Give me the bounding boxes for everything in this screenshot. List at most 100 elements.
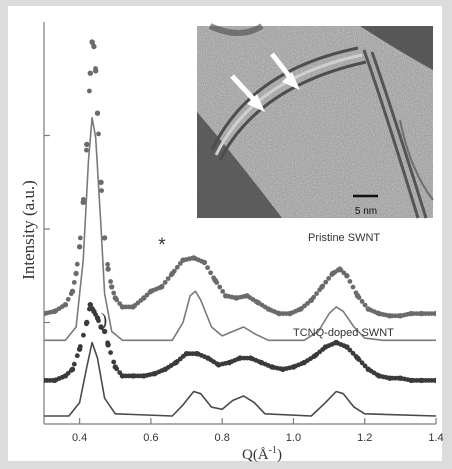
pristine-data-point [111,290,117,296]
x-tick-label: 1.0 [286,432,301,444]
doped-data-point [84,321,89,327]
doped-data-point [93,312,98,317]
tem-inset-image [197,23,434,219]
arrow-icon [230,74,265,112]
pristine-data-point [356,295,362,300]
pristine-data-point [362,302,368,308]
pristine-data-point [84,141,90,148]
doped-data-point [77,344,83,349]
pristine-data-point [94,110,101,116]
doped-data-point [105,340,110,346]
pristine-data-point [323,279,329,285]
pristine-data-point [76,244,83,250]
pristine-data-point [344,273,350,279]
pristine-data-point [208,270,214,276]
pristine-data-point [350,284,356,290]
pristine-data-point [220,289,226,294]
arrow-icon [270,52,300,90]
x-axis-label: Q(Å-1) [242,445,282,463]
doped-data-point [111,359,117,365]
pristine-data-point [109,284,115,290]
pristine-data-point [353,290,359,296]
doped-data-point [362,363,368,369]
doped-data-point [356,357,362,362]
pristine-data-point [214,280,220,285]
pristine-data-point [87,70,94,76]
pristine-data-point [165,276,171,281]
pristine-data-point [359,299,365,304]
pristine-data-point [338,267,344,273]
bracket-marker: ) [101,310,107,331]
pristine-data-point [217,284,223,290]
x-axis-label-close: ) [277,447,282,463]
pristine-fit-line [44,116,436,342]
pristine-data-point [314,291,319,296]
pristine-data-point [171,268,177,274]
doped-data-point [432,378,436,383]
pristine-data-point [159,283,165,289]
doped-data-point [114,366,120,372]
pristine-data-point [108,279,113,284]
pristine-data-point [326,276,332,281]
pristine-data-point [114,297,120,303]
pristine-data-point [87,88,92,94]
x-tick-label: 0.8 [215,432,230,444]
pristine-data-point [168,272,174,278]
doped-data-point [99,325,104,330]
pristine-data-point [341,270,347,276]
pristine-data-point [205,265,211,271]
doped-data-point [350,350,356,356]
pristine-data-point [320,283,326,289]
pristine-data-point [162,280,168,285]
pristine-label: Pristine SWNT [308,232,380,244]
pristine-data-point [347,279,353,284]
x-axis-label-sup: -1 [269,445,277,456]
doped-data-point [96,318,101,324]
scale-bar-label: 5 nm [355,206,377,217]
pristine-data-point [93,66,98,71]
doped-fit-line [44,341,436,417]
plot-area [44,39,436,417]
x-tick-label: 1.2 [357,432,372,444]
pristine-data-point [81,197,86,202]
pristine-data-point [102,235,107,241]
pristine-data-point [144,292,150,298]
pristine-data-point [73,270,79,277]
pristine-data-point [71,280,77,285]
y-axis-label: Intensity (a.u.) [19,180,38,280]
pristine-data-point [68,291,74,297]
x-tick-label: 0.6 [143,432,158,444]
pristine-data-point [105,266,111,272]
x-axis-label-main: Q(Å [242,447,269,463]
doped-data-point [359,360,365,366]
pristine-data-point [311,294,316,300]
pristine-data-point [308,298,313,304]
pristine-data-point [90,40,95,46]
doped-data-point [344,344,350,350]
doped-data-point [65,370,71,376]
x-tick-marks [79,418,437,424]
pristine-data-point [105,262,110,267]
pristine-data-point [141,295,147,301]
doped-data-point [102,329,107,334]
doped-data-point [71,361,77,367]
pristine-data-point [211,275,217,281]
pristine-data-point [317,287,322,293]
pristine-data-point [99,188,104,194]
pristine-data-point [202,260,207,266]
doped-data-point [353,354,359,359]
doped-data-point [90,306,95,312]
doped-data-point [87,302,94,308]
y-tick-marks [44,134,50,324]
doped-dense-points [44,306,436,383]
pristine-data-point [177,261,183,266]
x-tick-label: 1.4 [428,432,443,444]
doped-data-point [347,347,353,353]
x-tick-label: 0.4 [72,432,87,444]
doped-data-point [68,368,74,373]
doped-data-point [74,353,80,359]
doped-data-point [81,332,86,338]
doped-data-point [117,370,123,375]
pristine-data-point [117,301,123,306]
